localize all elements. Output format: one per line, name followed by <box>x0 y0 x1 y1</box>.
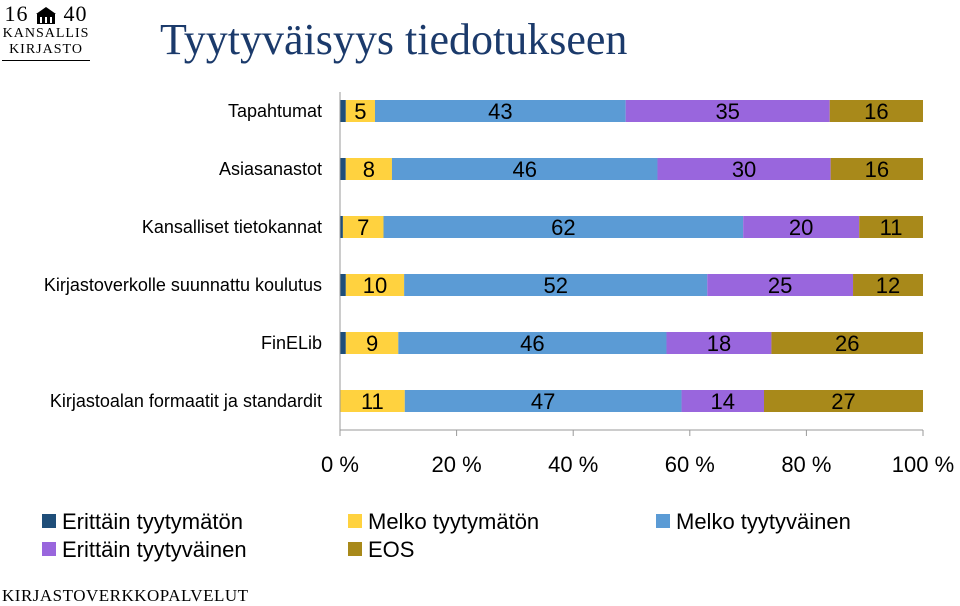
bar-segment <box>345 158 392 180</box>
logo-year-right: 40 <box>63 1 88 26</box>
chart-title: Tyytyväisyys tiedotukseen <box>160 15 628 64</box>
bar-segment <box>853 274 923 296</box>
bar-segment <box>764 390 923 412</box>
x-tick-label: 80 % <box>781 452 831 477</box>
bar-segment <box>829 100 923 122</box>
category-label: FinELib <box>261 333 322 353</box>
legend-swatch <box>656 514 670 528</box>
bar-segment <box>771 332 923 354</box>
bar-segment <box>404 390 682 412</box>
bar-segment <box>340 158 346 180</box>
bar-segment <box>743 216 860 238</box>
bar-segment <box>391 158 658 180</box>
bar-segment <box>666 332 772 354</box>
legend-swatch <box>348 514 362 528</box>
bar-segment <box>383 216 744 238</box>
bar-segment <box>340 100 346 122</box>
bar-segment <box>830 158 923 180</box>
data-label: 46 <box>520 331 544 356</box>
legend-swatch <box>42 542 56 556</box>
footer-text: KIRJASTOVERKKOPALVELUT <box>2 586 249 605</box>
bar-segment <box>340 274 346 296</box>
bar-segment <box>398 332 667 354</box>
bar-segment <box>707 274 854 296</box>
bar-segment <box>374 100 626 122</box>
data-label: 16 <box>865 157 889 182</box>
x-tick-label: 40 % <box>548 452 598 477</box>
data-label: 16 <box>864 99 888 124</box>
bar-segment <box>340 390 405 412</box>
bar-segment <box>404 274 708 296</box>
legend: Erittäin tyytymätön Melko tyytymätön Melko… <box>42 509 851 562</box>
category-label: Kirjastoverkolle suunnattu koulutus <box>44 275 322 295</box>
logo-line-2: KIRJASTO <box>2 42 90 61</box>
legend-entry: Erittäin tyytymätön <box>62 509 243 534</box>
category-label: Kirjastoalan formaatit ja standardit <box>50 391 322 411</box>
data-label: 35 <box>715 99 739 124</box>
bar-segment <box>340 216 343 238</box>
x-tick-label: 100 % <box>892 452 954 477</box>
bar-segment <box>625 100 830 122</box>
x-axis: 0 % 20 % 40 % 60 % 80 % 100 % <box>321 92 954 477</box>
x-tick-label: 60 % <box>665 452 715 477</box>
logo-year-left: 16 <box>4 1 29 26</box>
bar-segment <box>345 100 375 122</box>
legend-entry: Melko tyytyväinen <box>676 509 851 534</box>
data-label: 20 <box>789 215 813 240</box>
data-label: 18 <box>707 331 731 356</box>
data-label: 25 <box>768 273 792 298</box>
bar-segment <box>345 274 405 296</box>
data-label: 43 <box>488 99 512 124</box>
data-label: 11 <box>880 215 903 240</box>
legend-entry: EOS <box>368 537 414 562</box>
crest-icon <box>36 6 56 24</box>
labels-layer: Tapahtumat 5 43 35 16 Asiasanastot 8 46 30 16 Kans… <box>44 99 903 414</box>
data-label: 7 <box>357 215 369 240</box>
category-label: Asiasanastot <box>219 159 322 179</box>
data-label: 8 <box>363 157 375 182</box>
bar-segment <box>859 216 923 238</box>
data-label: 14 <box>711 389 735 414</box>
data-label: 46 <box>512 157 536 182</box>
data-label: 27 <box>831 389 855 414</box>
data-label: 30 <box>732 157 756 182</box>
category-label: Tapahtumat <box>228 101 322 121</box>
bar-segment <box>681 390 764 412</box>
x-tick-label: 20 % <box>432 452 482 477</box>
data-label: 9 <box>366 331 378 356</box>
logo-line-1: KANSALLIS <box>2 26 90 41</box>
legend-entry: Erittäin tyytyväinen <box>62 537 247 562</box>
data-label: 11 <box>361 389 384 414</box>
data-label: 12 <box>876 273 900 298</box>
kansalliskirjasto-logo: 16 40 KANSALLIS KIRJASTO <box>2 2 90 78</box>
data-label: 10 <box>363 273 387 298</box>
bar-segment <box>342 216 384 238</box>
legend-swatch <box>348 542 362 556</box>
bars-layer <box>340 100 923 412</box>
bar-segment <box>345 332 399 354</box>
category-label: Kansalliset tietokannat <box>142 217 322 237</box>
x-tick-label: 0 % <box>321 452 359 477</box>
bar-segment <box>657 158 831 180</box>
data-label: 62 <box>551 215 575 240</box>
data-label: 5 <box>354 99 366 124</box>
data-label: 47 <box>531 389 555 414</box>
legend-swatch <box>42 514 56 528</box>
data-label: 26 <box>835 331 859 356</box>
legend-entry: Melko tyytymätön <box>368 509 539 534</box>
bar-segment <box>340 332 346 354</box>
data-label: 52 <box>543 273 567 298</box>
